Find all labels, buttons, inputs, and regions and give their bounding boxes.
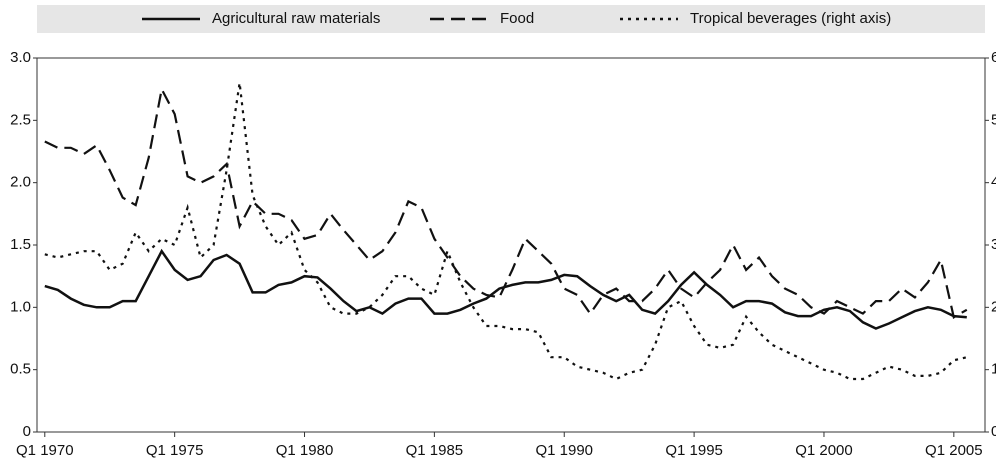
x-tick-label: Q1 2005 — [925, 442, 983, 459]
legend-label: Agricultural raw materials — [212, 10, 380, 27]
plot-frame — [36, 57, 986, 433]
y2-tick-label: 2 — [991, 298, 996, 315]
y-tick-label: 1.5 — [10, 236, 31, 253]
y-tick-label: 2.0 — [10, 174, 31, 191]
y-tick-label: 1.0 — [10, 298, 31, 315]
x-tick-label: Q1 1985 — [406, 442, 464, 459]
y2-tick-label: 5 — [991, 111, 996, 128]
y2-tick-label: 4 — [991, 174, 996, 191]
x-tick-label: Q1 1995 — [665, 442, 723, 459]
y-tick-label: 2.5 — [10, 111, 31, 128]
x-tick-label: Q1 1980 — [276, 442, 334, 459]
x-tick-label: Q1 1975 — [146, 442, 204, 459]
line-series — [44, 85, 968, 319]
legend-label: Food — [500, 10, 534, 27]
y2-tick-label: 6 — [991, 49, 996, 66]
y2-tick-label: 0 — [991, 423, 996, 440]
y-tick-label: 0.5 — [10, 361, 31, 378]
line-series — [44, 248, 967, 330]
y-tick-label: 0 — [23, 423, 31, 440]
x-tick-label: Q1 1990 — [535, 442, 593, 459]
y-tick-label: 3.0 — [10, 49, 31, 66]
y2-tick-label: 1 — [991, 361, 996, 378]
x-tick-label: Q1 2000 — [795, 442, 853, 459]
legend-label: Tropical beverages (right axis) — [690, 10, 891, 27]
line-series — [44, 82, 968, 381]
y2-tick-label: 3 — [991, 236, 996, 253]
x-tick-label: Q1 1970 — [16, 442, 74, 459]
